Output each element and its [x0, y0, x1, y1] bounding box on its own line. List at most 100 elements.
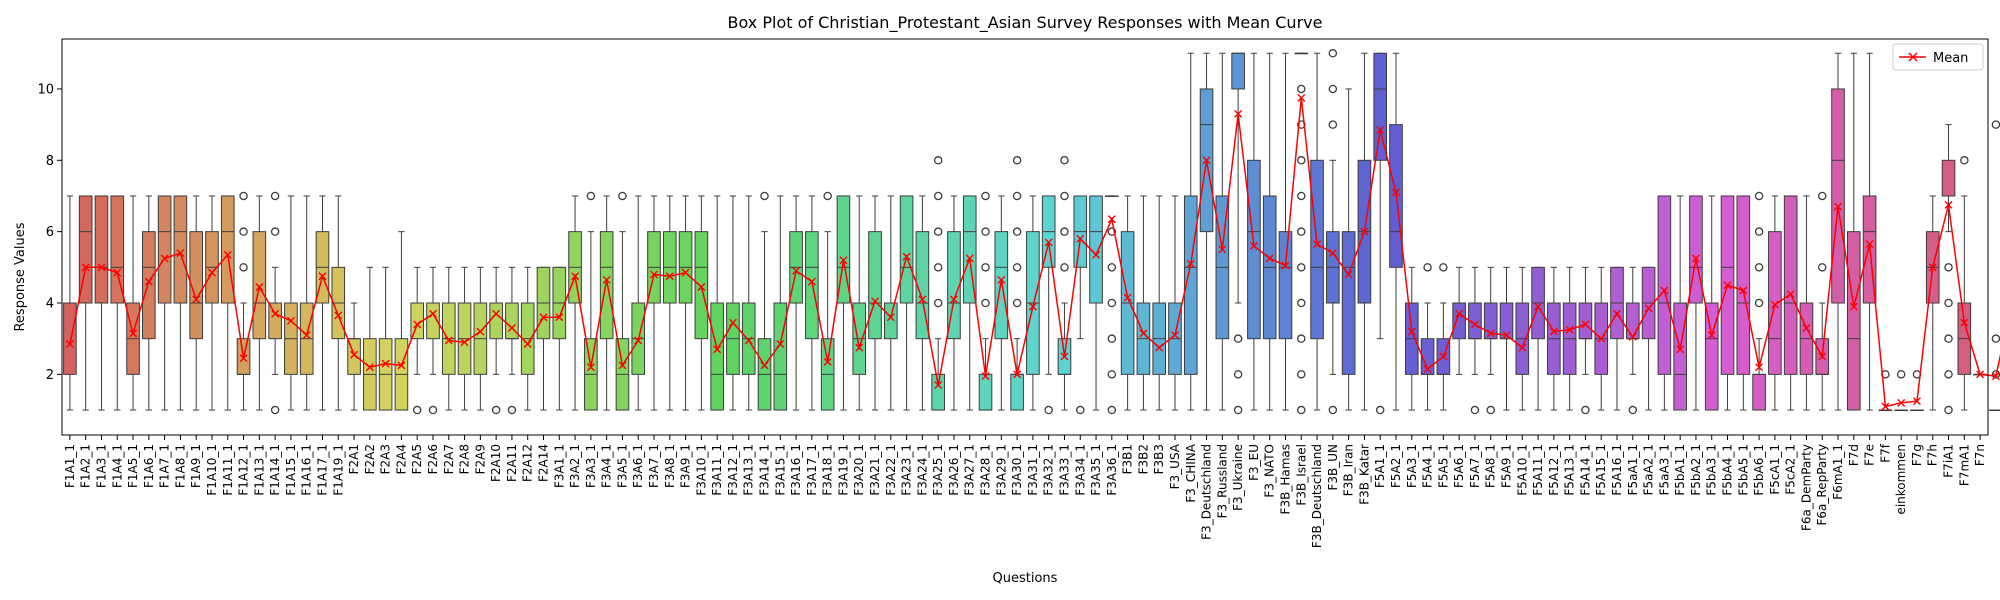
box-body: [1452, 302, 1466, 340]
mean-marker: [413, 320, 422, 329]
box-body: [868, 231, 882, 340]
box-body: [1499, 302, 1514, 340]
outlier-point: [428, 405, 438, 415]
box-body: [1341, 231, 1356, 375]
mean-marker: [223, 250, 232, 259]
mean-marker: [1155, 343, 1164, 352]
box-F3A5_1: [615, 191, 630, 411]
x-tick-label: F1A1_1: [63, 444, 77, 488]
outlier-point: [1328, 84, 1338, 94]
x-tick-label: F3B2: [1136, 444, 1150, 474]
x-tick-label: F2A2: [363, 444, 377, 474]
box-F3B_Deutschland: [1310, 52, 1324, 411]
box-body: [1736, 195, 1751, 375]
y-tick-label: 2: [46, 368, 54, 383]
box-F3A10_1: [694, 195, 709, 411]
mean-marker: [634, 336, 643, 345]
boxes-layer: [63, 49, 2000, 415]
box-F3A25_1: [931, 156, 945, 411]
x-tick-label: F3A13_1: [742, 444, 756, 496]
mean-marker: [271, 309, 280, 318]
box-body: [773, 302, 788, 411]
box-F7mA1: [1957, 156, 1972, 411]
outlier-point: [1944, 298, 1953, 308]
outlier-point: [239, 191, 248, 201]
outlier-point: [239, 227, 248, 236]
mean-marker: [1265, 254, 1274, 263]
x-tick-label: F2A6: [426, 444, 440, 474]
outlier-point: [1754, 191, 1764, 201]
x-tick-label: F3_CHINA: [1184, 443, 1198, 502]
box-F1A16_1: [299, 195, 314, 411]
outlier-point: [1991, 120, 2000, 129]
box-F3A33_1: [1057, 156, 1072, 411]
outlier-point: [491, 405, 501, 415]
outlier-point: [933, 298, 943, 308]
x-tick-label: F3A33_1: [1058, 444, 1072, 496]
outlier-point: [1233, 370, 1243, 379]
box-F3B3: [1152, 195, 1167, 411]
mean-marker: [1660, 286, 1669, 295]
box-F5A4_1: [1420, 263, 1435, 411]
box-F3_Ukraine: [1231, 52, 1245, 415]
x-tick-label: F3_USA: [1168, 443, 1182, 489]
outlier-point: [1817, 191, 1827, 201]
mean-marker: [1960, 318, 1969, 327]
outlier-point: [1297, 298, 1306, 308]
x-tick-label: F1A15_1: [284, 444, 298, 496]
x-tick-label: F3B_Iran: [1342, 444, 1356, 496]
x-tick-label: F1A12_1: [237, 444, 251, 496]
box-F5bA5_1: [1736, 195, 1751, 411]
mean-marker: [1486, 329, 1495, 338]
box-body: [189, 231, 204, 340]
x-tick-label: F7d: [1847, 444, 1861, 466]
mean-marker: [1581, 320, 1590, 329]
outlier-point: [1012, 191, 1022, 201]
box-F3_Russland: [1215, 52, 1230, 411]
mean-marker: [571, 272, 580, 281]
box-F2A6: [426, 266, 440, 415]
x-tick-label: F3A25_1: [931, 444, 945, 496]
box-body: [173, 195, 188, 304]
x-tick-label: F5A1_1: [1373, 444, 1387, 488]
mean-marker: [1123, 293, 1132, 302]
mean-curve-layer: [65, 93, 2000, 411]
x-axis-label: Questions: [993, 571, 1058, 586]
x-tick-label: F3A32_1: [1042, 444, 1056, 496]
x-tick-label: F3A27_1: [963, 444, 977, 496]
box-body: [1704, 302, 1719, 411]
mean-marker: [1912, 397, 1921, 406]
box-F2A10: [489, 266, 503, 415]
x-tick-label: F3A30_1: [1010, 444, 1024, 496]
mean-marker: [776, 340, 785, 349]
box-F5A5_1: [1436, 263, 1451, 411]
mean-marker: [1802, 323, 1811, 332]
x-tick-label: F1A17_1: [316, 444, 330, 496]
x-tick-label: F5bA2_1: [1689, 444, 1703, 496]
box-F3A18_1: [820, 191, 835, 411]
mean-marker: [144, 277, 153, 286]
mean-marker: [428, 309, 437, 318]
mean-marker: [949, 295, 958, 304]
x-tick-label: F5A9_1: [1500, 444, 1514, 488]
box-F3A35_1: [1089, 195, 1103, 411]
mean-marker: [1834, 202, 1843, 211]
box-F1A4_1: [110, 195, 125, 411]
x-tick-label: F7g: [1910, 444, 1924, 466]
legend-x-marker-icon: [1908, 52, 1918, 62]
box-F5A1_1: [1373, 52, 1388, 415]
box-body: [1941, 159, 1956, 197]
mean-marker: [728, 318, 737, 327]
legend-label: Mean: [1933, 51, 1968, 66]
box-F1A8_1: [173, 195, 188, 411]
mean-marker: [1770, 300, 1779, 309]
mean-marker: [97, 263, 106, 272]
outlier-point: [1960, 156, 1969, 165]
x-tick-label: F5A13_1: [1563, 444, 1577, 496]
x-tick-label: F5A4_1: [1421, 444, 1435, 488]
box-body: [994, 231, 1009, 340]
box-F3A27_1: [962, 195, 977, 411]
box-body: [599, 231, 614, 340]
mean-marker: [918, 295, 927, 304]
outlier-point: [1297, 227, 1306, 236]
